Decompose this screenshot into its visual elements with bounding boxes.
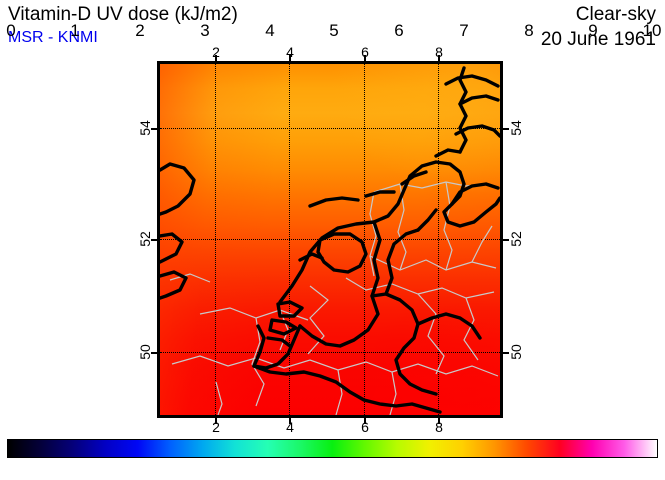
colorbar-tick-8: 8 — [524, 21, 534, 40]
province-boundaries — [169, 181, 499, 415]
axis-label-right-lat-50: 50 — [508, 344, 524, 360]
sky-condition-label: Clear-sky — [575, 4, 656, 25]
tick-mark-left-52 — [151, 239, 157, 241]
axis-label-bottom-lon-4: 4 — [286, 419, 294, 435]
colorbar-tick-5: 5 — [329, 21, 339, 40]
tick-mark-left-50 — [151, 352, 157, 354]
gridline-lat-52 — [160, 239, 500, 240]
map-plot-area — [157, 61, 503, 418]
figure-title: Vitamin-D UV dose (kJ/m2) — [8, 4, 238, 25]
axis-label-right-lat-52: 52 — [508, 231, 524, 247]
colorbar — [7, 439, 658, 458]
colorbar-tick-6: 6 — [394, 21, 404, 40]
colorbar-tick-3: 3 — [200, 21, 210, 40]
axis-label-left-lat-54: 54 — [137, 120, 153, 136]
colorbar-tick-4: 4 — [265, 21, 275, 40]
gridline-lat-54 — [160, 128, 500, 129]
map-vector-overlay — [160, 66, 500, 415]
axis-label-left-lat-52: 52 — [137, 231, 153, 247]
axis-label-left-lat-50: 50 — [137, 344, 153, 360]
colorbar-tick-2: 2 — [135, 21, 145, 40]
tick-mark-bottom-4 — [289, 418, 291, 424]
tick-mark-top-2 — [215, 55, 217, 61]
colorbar-gradient — [7, 439, 658, 458]
tick-mark-bottom-2 — [215, 418, 217, 424]
colorbar-tick-7: 7 — [459, 21, 469, 40]
map-canvas — [160, 64, 500, 415]
axis-label-bottom-lon-2: 2 — [212, 419, 220, 435]
colorbar-tick-9: 9 — [588, 21, 598, 40]
tick-mark-top-4 — [289, 55, 291, 61]
tick-mark-left-54 — [151, 128, 157, 130]
tick-mark-right-50 — [503, 352, 509, 354]
colorbar-tick-10: 10 — [642, 21, 662, 40]
axis-label-right-lat-54: 54 — [508, 120, 524, 136]
axis-label-bottom-lon-8: 8 — [435, 419, 443, 435]
axis-label-top-lon-6: 6 — [361, 44, 369, 60]
coastline-and-country-borders — [160, 66, 500, 414]
axis-label-bottom-lon-6: 6 — [361, 419, 369, 435]
axis-label-top-lon-8: 8 — [435, 44, 443, 60]
colorbar-tick-0: 0 — [6, 21, 16, 40]
axis-label-top-lon-2: 2 — [212, 44, 220, 60]
tick-mark-top-6 — [364, 55, 366, 61]
figure-date-label: 20 June 1961 — [540, 29, 656, 50]
gridline-lat-50 — [160, 352, 500, 353]
figure-source-label: MSR - KNMI — [8, 29, 98, 46]
tick-mark-bottom-6 — [364, 418, 366, 424]
colorbar-tick-1: 1 — [70, 21, 80, 40]
tick-mark-right-54 — [503, 128, 509, 130]
tick-mark-bottom-8 — [438, 418, 440, 424]
tick-mark-top-8 — [438, 55, 440, 61]
axis-label-top-lon-4: 4 — [286, 44, 294, 60]
tick-mark-right-52 — [503, 239, 509, 241]
